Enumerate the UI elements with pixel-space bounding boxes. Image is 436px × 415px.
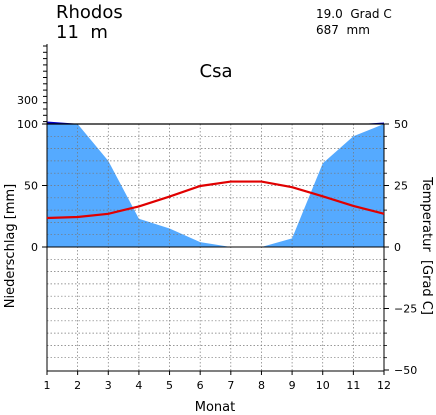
right-tick-label: 0 — [394, 241, 401, 254]
x-tick-label: 3 — [105, 379, 112, 392]
right-tick-label: 25 — [394, 180, 408, 193]
x-tick-label: 12 — [377, 379, 391, 392]
climate-class: Csa — [200, 61, 233, 82]
x-tick-label: 10 — [316, 379, 330, 392]
x-tick-label: 11 — [346, 379, 360, 392]
y-axis-label-left: Niederschlag [mm] — [3, 184, 18, 309]
precipitation-area — [47, 124, 384, 247]
left-tick-label: 0 — [31, 241, 38, 254]
left-tick-label: 100 — [17, 118, 38, 131]
right-tick-label: −25 — [394, 303, 417, 316]
x-tick-label: 7 — [227, 379, 234, 392]
left-tick-label: 50 — [24, 180, 38, 193]
x-axis-label: Monat — [195, 400, 235, 415]
temperature-line — [46, 180, 385, 220]
y-axis-label-right: Temperatur [Grad C] — [419, 176, 434, 315]
station-elevation: 11 m — [56, 22, 108, 43]
x-tick-label: 5 — [166, 379, 173, 392]
x-tick-label: 9 — [289, 379, 296, 392]
x-tick-label: 8 — [258, 379, 265, 392]
annual-precipitation: 687 mm — [316, 23, 370, 37]
x-tick-label: 4 — [135, 379, 142, 392]
right-tick-label: 50 — [394, 118, 408, 131]
mean-temperature: 19.0 Grad C — [316, 7, 392, 21]
x-tick-label: 2 — [74, 379, 81, 392]
right-tick-label: −50 — [394, 364, 417, 377]
x-tick-label: 1 — [44, 379, 51, 392]
left-tick-label: 300 — [17, 94, 38, 107]
x-tick-label: 6 — [197, 379, 204, 392]
station-name: Rhodos — [56, 2, 123, 23]
